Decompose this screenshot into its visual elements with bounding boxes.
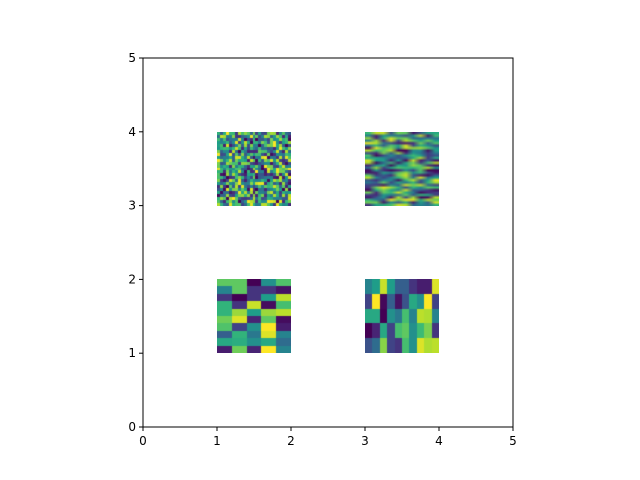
x-tick-label: 5 bbox=[509, 434, 517, 448]
image-top-left bbox=[217, 131, 291, 206]
y-tick-label: 0 bbox=[128, 420, 136, 434]
x-tick-label: 1 bbox=[213, 434, 221, 448]
image-bottom-left bbox=[217, 279, 291, 354]
image-bottom-right bbox=[365, 279, 439, 354]
y-tick-label: 1 bbox=[128, 346, 136, 360]
x-tick-label: 4 bbox=[435, 434, 443, 448]
y-tick-label: 4 bbox=[128, 125, 136, 139]
x-tick-label: 0 bbox=[139, 434, 147, 448]
axes-frame bbox=[142, 57, 514, 428]
image-top-right bbox=[365, 131, 439, 206]
y-tick-label: 3 bbox=[128, 199, 136, 213]
y-tick-label: 2 bbox=[128, 272, 136, 286]
x-tick-label: 2 bbox=[287, 434, 295, 448]
x-tick-label: 3 bbox=[361, 434, 369, 448]
y-tick-label: 5 bbox=[128, 51, 136, 65]
